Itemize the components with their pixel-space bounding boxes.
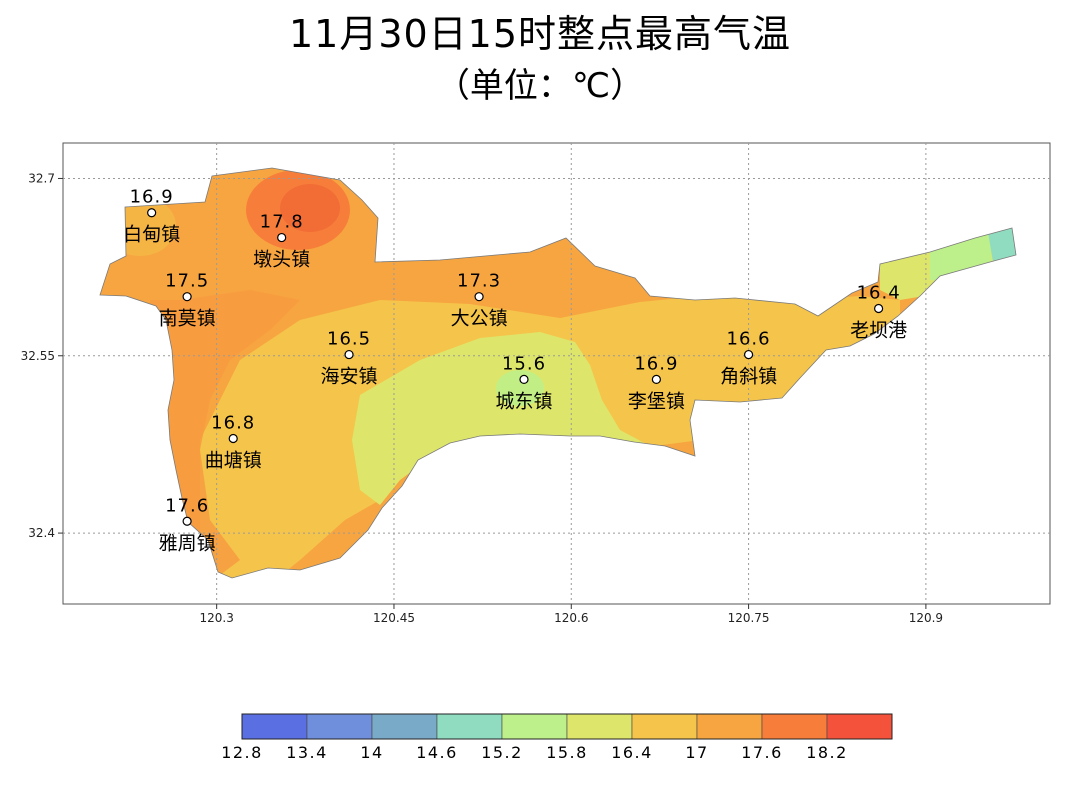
station-dot: [147, 208, 157, 218]
station-marker: 16.8 曲塘镇: [205, 413, 262, 472]
station-dot: [474, 292, 484, 302]
station-temperature: 16.6: [727, 329, 771, 350]
x-tick-label: 120.6: [554, 611, 588, 625]
station-temperature: 17.3: [457, 271, 501, 292]
colorbar-label: 18.2: [806, 743, 848, 762]
colorbar-swatch: [436, 713, 503, 740]
station-temperature: 16.4: [857, 282, 901, 303]
station-name: 白甸镇: [123, 224, 180, 246]
station-temperature: 17.5: [165, 271, 209, 292]
plot-frame: [62, 142, 1051, 605]
colorbar-swatch: [826, 713, 893, 740]
station-marker: 16.9 李堡镇: [628, 353, 685, 412]
station-name: 曲塘镇: [205, 450, 262, 472]
field-coolspot: [496, 370, 544, 406]
colorbar-label: 15.2: [481, 743, 523, 762]
colorbar-label: 17.6: [741, 743, 783, 762]
station-dot: [182, 516, 192, 526]
station-temperature: 16.5: [327, 329, 371, 350]
colorbar: 12.8 13.4 14 14.6 15.2 15.8 16.4 17 17.6 18.2: [221, 713, 893, 762]
field-hotspot-core: [280, 184, 340, 232]
station-name: 角斜镇: [720, 366, 777, 388]
colorbar-swatch: [631, 713, 698, 740]
station-dot: [874, 303, 884, 314]
station-temperature: 17.6: [165, 495, 209, 516]
colorbar-label: 17: [685, 743, 708, 762]
colorbar-swatch: [696, 713, 763, 740]
gridlines: [63, 143, 1050, 604]
colorbar-swatch: [241, 713, 308, 740]
station-dot: [743, 349, 754, 360]
station-name: 老坝港: [850, 319, 907, 341]
station-dot: [651, 374, 661, 385]
station-name: 城东镇: [495, 390, 552, 412]
station-marker: 16.4 老坝港: [850, 282, 907, 341]
temperature-field: [100, 168, 1016, 578]
station-name: 海安镇: [321, 366, 378, 388]
station-dot: [344, 349, 354, 360]
y-tick-label: 32.4: [28, 526, 55, 540]
station-name: 墩头镇: [253, 249, 310, 271]
colorbar-swatch: [761, 713, 828, 740]
station-marker: 17.8 墩头镇: [253, 212, 310, 271]
field-northeast-cool: [930, 234, 992, 282]
colorbar-label: 12.8: [221, 743, 263, 762]
station-temperature: 16.9: [130, 187, 174, 208]
station-marker: 17.5 南莫镇: [159, 271, 216, 330]
station-marker: 16.9 白甸镇: [123, 187, 180, 246]
station-temperature: 15.6: [502, 353, 546, 374]
map-title: 11月30日15时整点最高气温: [288, 12, 792, 56]
colorbar-label: 14.6: [416, 743, 458, 762]
colorbar-label: 15.8: [546, 743, 588, 762]
region-outline: [99, 167, 1017, 579]
x-tick-label: 120.75: [728, 611, 770, 625]
colorbar-swatch: [501, 713, 568, 740]
field-west-hot: [150, 290, 300, 578]
colorbar-label: 16.4: [611, 743, 653, 762]
colorbar-label: 14: [360, 743, 383, 762]
y-tick-label: 32.7: [28, 171, 55, 185]
colorbar-swatch: [566, 713, 633, 740]
field-mild-band: [352, 332, 650, 505]
station-temperature: 17.8: [260, 212, 304, 233]
x-tick-label: 120.3: [199, 611, 233, 625]
station-dot: [277, 232, 287, 243]
station-name: 李堡镇: [628, 390, 685, 412]
map-subtitle: （单位：℃）: [435, 66, 645, 106]
station-marker: 15.6 城东镇: [495, 353, 552, 412]
station-name: 南莫镇: [159, 308, 216, 330]
y-tick-label: 32.55: [21, 349, 55, 363]
station-marker: 17.3 大公镇: [451, 271, 508, 330]
station-name: 大公镇: [451, 308, 508, 330]
colorbar-frame: [241, 713, 893, 740]
colorbar-swatch: [306, 713, 373, 740]
station-dot: [228, 433, 238, 444]
station-marker: 16.6 角斜镇: [720, 329, 777, 388]
axis-ticks: 120.3 120.45 120.6 120.75 120.9 32.7 32.55 32.4: [21, 171, 943, 625]
station-name: 雅周镇: [159, 532, 216, 554]
station-temperature: 16.8: [211, 413, 255, 434]
station-marker: 17.6 雅周镇: [159, 495, 216, 554]
field-warm-band: [200, 296, 900, 578]
station-dot: [182, 292, 192, 302]
station-temperature: 16.9: [634, 353, 678, 374]
colorbar-label: 13.4: [286, 743, 328, 762]
colorbar-swatch: [371, 713, 438, 740]
x-tick-label: 120.45: [373, 611, 415, 625]
station-dot: [519, 374, 529, 385]
x-tick-label: 120.9: [909, 611, 943, 625]
station-markers: 16.9 白甸镇 17.8 墩头镇 17.5 南莫镇 17.3 大公镇 16.4 老坝港 16.5 海…: [123, 187, 907, 555]
station-marker: 16.5 海安镇: [321, 329, 378, 388]
